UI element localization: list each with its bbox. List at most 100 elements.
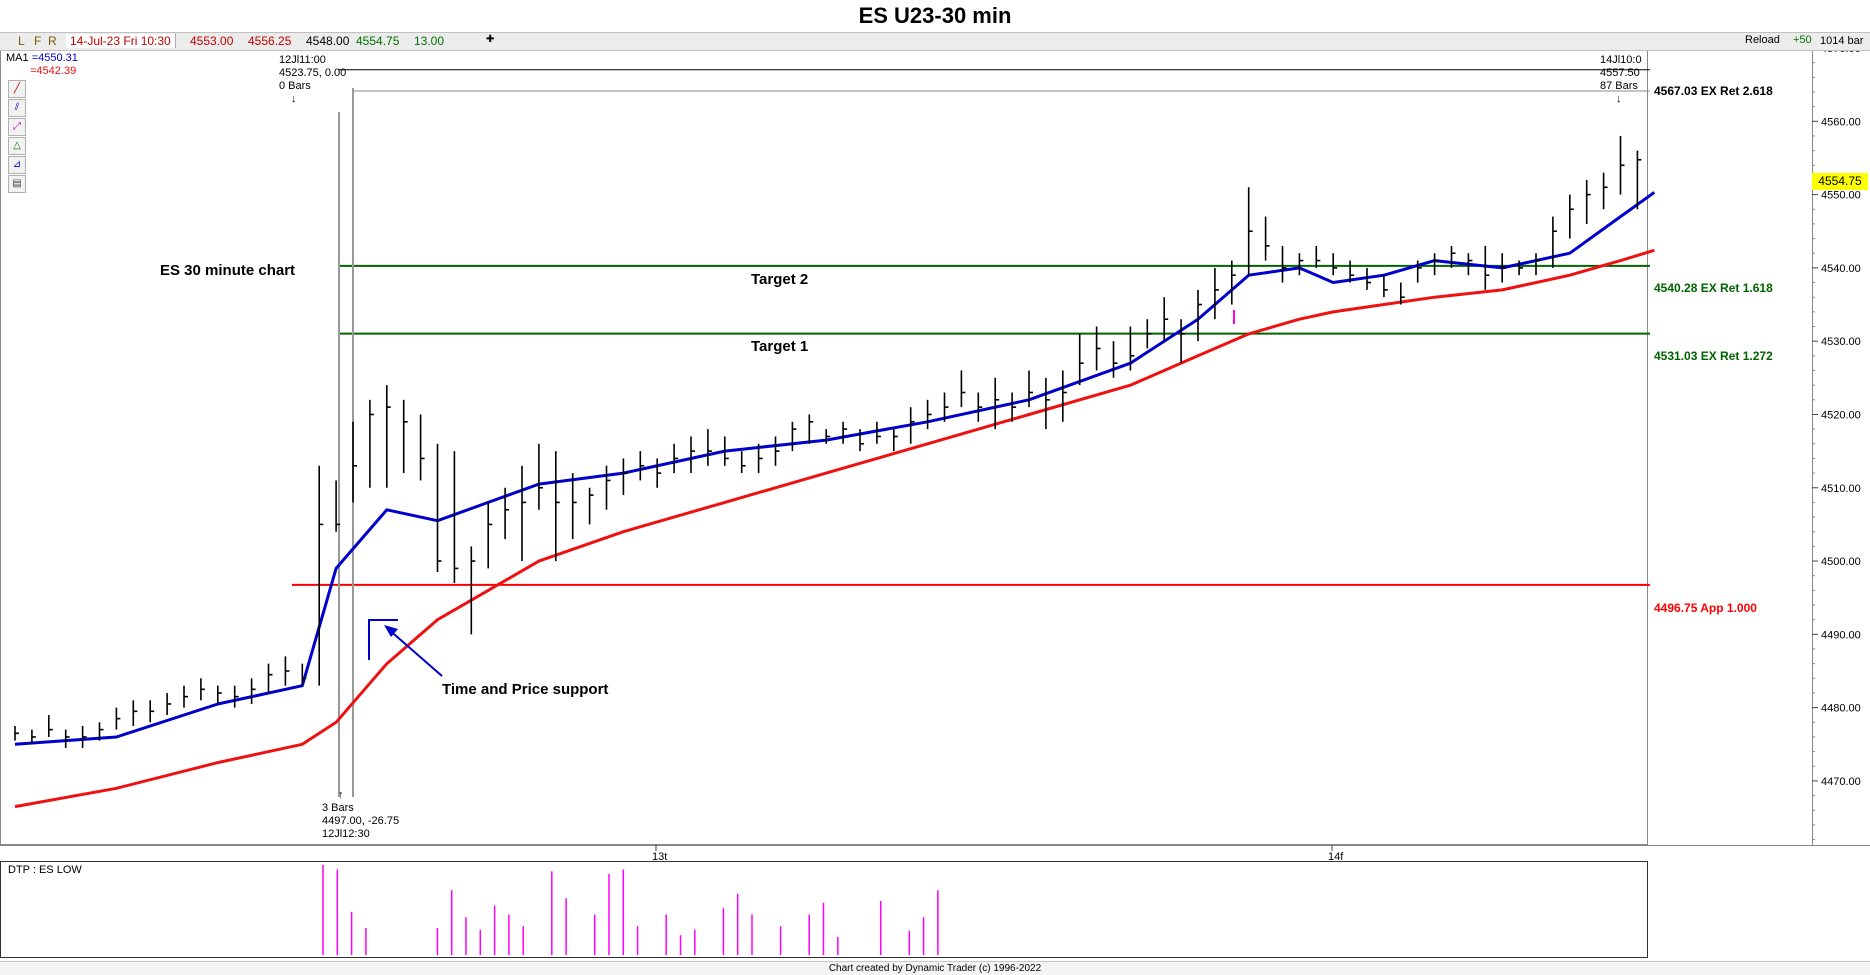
support-arrowhead	[384, 625, 398, 637]
price-bar	[81, 725, 87, 748]
marker-bars: 0 Bars	[279, 80, 311, 92]
price-bar	[1518, 260, 1524, 276]
last-price-tag: 4554.75	[1812, 173, 1868, 190]
price-bar	[132, 700, 138, 726]
price-bar	[909, 407, 915, 444]
price-bar	[1501, 253, 1507, 283]
price-bar	[538, 443, 543, 510]
price-bar	[842, 421, 848, 444]
price-bar	[1569, 194, 1574, 239]
marker-time: 12Jl12:30	[322, 828, 370, 840]
marker-top-left: 12Jl11:00 4523.75, 0.00 0 Bars ↓	[279, 54, 346, 106]
level-label-1618: 4540.28 EX Ret 1.618	[1654, 281, 1773, 295]
y-tick-label: 4480.00	[1821, 703, 1861, 715]
plus-icon[interactable]: ✚	[486, 34, 495, 45]
price-bar	[1585, 179, 1591, 224]
price-bar	[1112, 341, 1118, 378]
x-tick-label: 14f	[1328, 851, 1344, 863]
price-bar	[115, 707, 121, 730]
price-bar	[284, 656, 290, 686]
price-bar	[1315, 245, 1321, 268]
price-bar	[876, 421, 881, 444]
x-tick-label: 13t	[652, 851, 667, 863]
price-bar	[690, 436, 695, 474]
price-bar	[1247, 187, 1253, 276]
price-bar	[740, 451, 746, 474]
price-bar	[656, 458, 662, 488]
price-bar	[1011, 392, 1017, 422]
flag-l[interactable]: L	[18, 34, 25, 48]
target1-label: Target 1	[751, 338, 809, 355]
price-bar	[301, 663, 307, 686]
ret-icon[interactable]: ⊿	[8, 156, 26, 174]
price-bar	[774, 436, 780, 466]
price-bar	[723, 436, 729, 466]
marker-top-right: 14Jl10:0 4557.50 87 Bars ↓	[1600, 54, 1642, 106]
price-bar	[622, 458, 628, 496]
price-bar	[1450, 245, 1456, 268]
target2-label: Target 2	[751, 271, 809, 288]
marker-arrow: ↓	[1616, 93, 1622, 105]
quote-date: 14-Jul-23 Fri 10:30	[66, 34, 176, 48]
price-bar	[1619, 135, 1625, 195]
price-bar	[1602, 172, 1608, 210]
quote-close: 4554.75	[356, 34, 400, 48]
price-bar	[977, 392, 983, 422]
price-bar	[470, 546, 476, 635]
price-bar	[521, 465, 526, 562]
price-bar	[960, 370, 966, 408]
flag-f[interactable]: F	[34, 34, 42, 48]
ex-ret-icon[interactable]: ⤢	[8, 118, 26, 136]
y-tick-label: 4500.00	[1821, 556, 1861, 568]
price-bar	[1028, 370, 1033, 408]
price-bar	[250, 678, 256, 704]
price-bar	[791, 421, 797, 452]
price-bar	[1349, 260, 1355, 283]
price-bar	[149, 700, 155, 723]
step-label[interactable]: +50	[1793, 34, 1812, 46]
price-bar	[233, 685, 239, 708]
price-bar	[1366, 267, 1371, 290]
price-bar	[1416, 260, 1422, 283]
price-bar	[994, 377, 1000, 430]
price-bar	[453, 451, 459, 584]
price-bar	[1180, 319, 1186, 364]
price-bar	[1146, 319, 1152, 349]
price-bar	[1484, 245, 1490, 290]
price-bar	[571, 473, 577, 540]
price-bar	[859, 429, 864, 452]
price-bar	[1636, 150, 1642, 210]
price-bar	[1552, 216, 1557, 268]
price-bar	[1095, 326, 1101, 371]
price-bar	[1062, 370, 1067, 422]
reload-button[interactable]: Reload	[1745, 34, 1780, 46]
y-tick-label: 4530.00	[1821, 336, 1861, 348]
price-bar	[808, 414, 814, 444]
flag-r[interactable]: R	[48, 34, 57, 48]
ma2-value: =4542.39	[30, 65, 77, 77]
level-label-1272: 4531.03 EX Ret 1.272	[1654, 349, 1773, 363]
price-bar	[436, 443, 442, 573]
price-bar	[1129, 326, 1135, 371]
quote-bar: L F R 14-Jul-23 Fri 10:30 4553.00 4556.2…	[0, 32, 1813, 51]
price-bar	[588, 487, 594, 525]
range-icon[interactable]: ▤	[8, 175, 26, 193]
price-bar	[200, 678, 205, 701]
price-bar	[267, 663, 273, 693]
support-arrow	[386, 627, 443, 677]
chart-title: ES U23-30 min	[858, 3, 1012, 28]
ma-slow-line	[14, 248, 1655, 809]
support-bracket	[368, 619, 398, 660]
ma-legend: MA1 =4550.31 =4542.39	[6, 52, 78, 78]
abc-icon[interactable]: △	[8, 137, 26, 155]
parallel-tool-icon[interactable]: ⫽	[8, 99, 26, 117]
line-tool-icon[interactable]: ╱	[8, 80, 26, 98]
price-bar	[1400, 282, 1405, 305]
price-bar	[757, 443, 763, 474]
price-bar	[707, 429, 712, 466]
marker-price: 4497.00, -26.75	[322, 815, 400, 827]
chart-label: ES 30 minute chart	[160, 262, 296, 279]
marker-price: 4523.75, 0.00	[279, 67, 347, 79]
price-bar	[1078, 333, 1084, 386]
ma1-label: MA1	[6, 52, 29, 64]
